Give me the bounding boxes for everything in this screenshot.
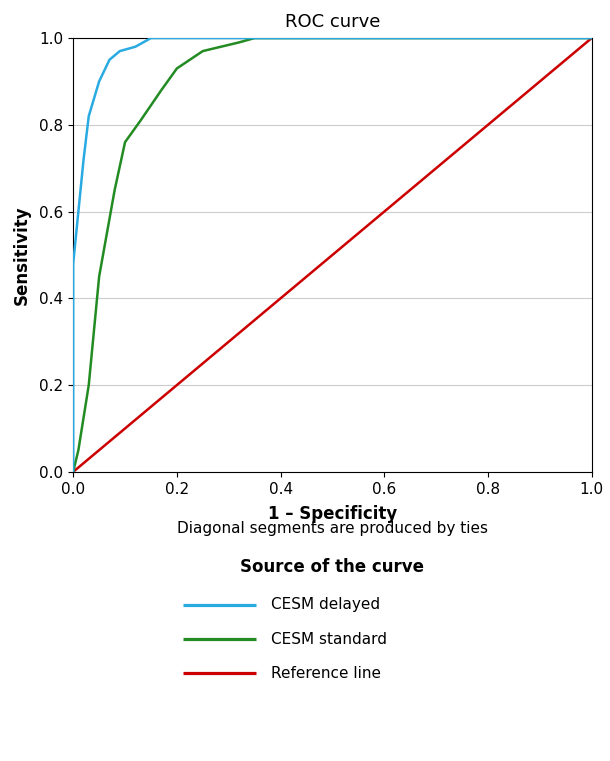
X-axis label: 1 – Specificity: 1 – Specificity bbox=[268, 505, 397, 523]
Text: Source of the curve: Source of the curve bbox=[240, 558, 425, 576]
Title: ROC curve: ROC curve bbox=[285, 13, 380, 31]
Text: Reference line: Reference line bbox=[271, 666, 381, 681]
Y-axis label: Sensitivity: Sensitivity bbox=[13, 205, 31, 304]
Text: Diagonal segments are produced by ties: Diagonal segments are produced by ties bbox=[177, 521, 488, 537]
Text: CESM delayed: CESM delayed bbox=[271, 597, 381, 613]
Text: CESM standard: CESM standard bbox=[271, 632, 387, 647]
